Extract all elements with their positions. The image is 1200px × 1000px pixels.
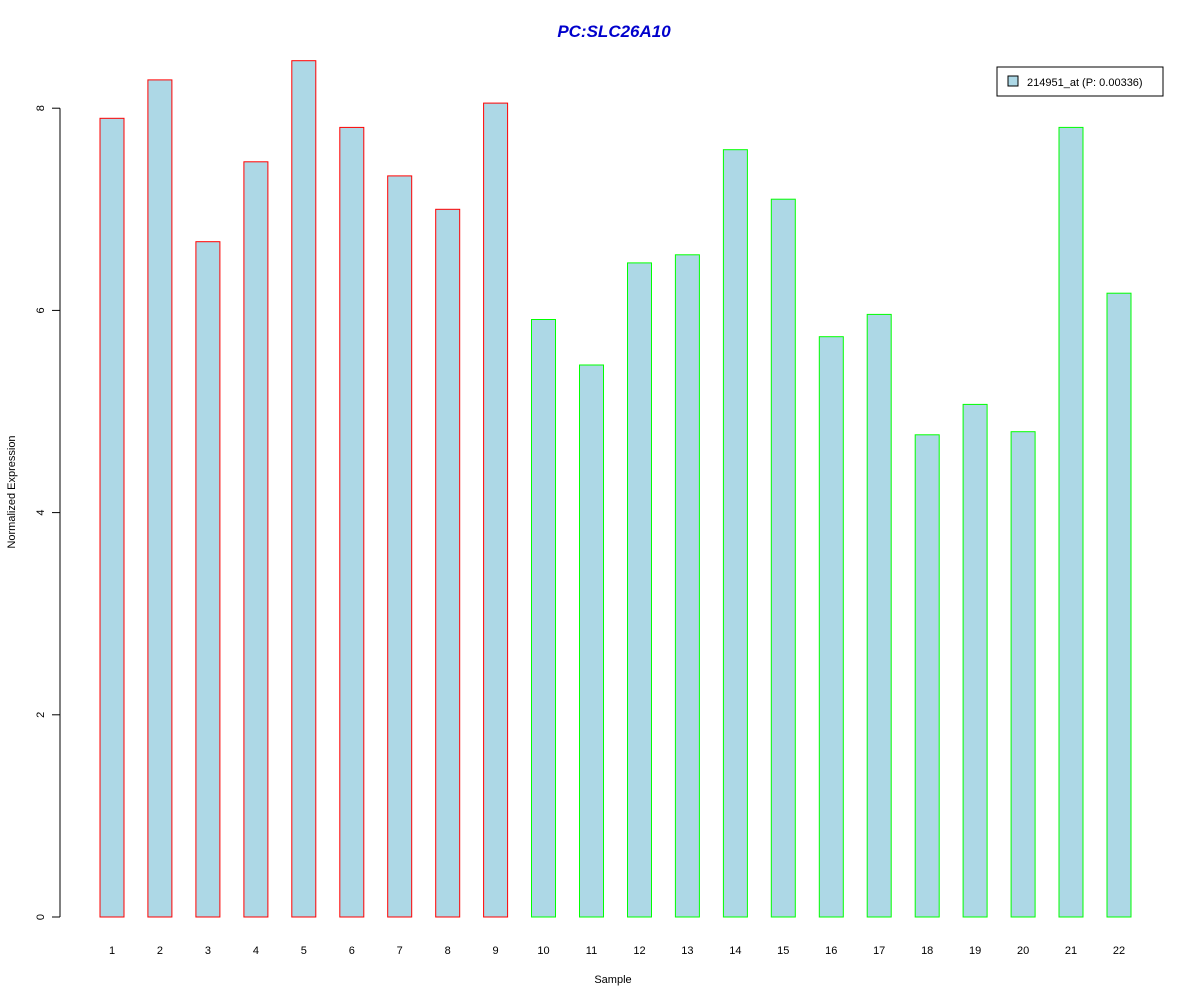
legend-swatch [1007,75,1019,87]
bar-sample-22 [1106,292,1132,918]
bar-sample-2 [147,79,173,918]
y-tick-label: 0 [35,914,47,920]
x-axis-label: Sample [594,974,631,986]
x-tick-label: 17 [873,945,885,957]
x-tick-label: 14 [729,945,741,957]
legend: 214951_at (P: 0.00336) [996,66,1164,97]
y-axis: 0 2 4 6 8 [35,105,61,920]
bar-sample-14 [722,149,748,918]
bar-sample-18 [914,434,940,918]
y-axis-label: Normalized Expression [6,435,18,548]
bar-sample-21 [1058,126,1084,918]
x-tick-label: 6 [349,945,355,957]
x-tick-label: 22 [1113,945,1125,957]
x-tick-label: 11 [586,945,597,957]
x-tick-label: 2 [157,945,163,957]
x-tick-label: 5 [301,945,307,957]
bar-sample-6 [339,126,365,918]
x-tick-label: 16 [825,945,837,957]
bar-sample-7 [387,175,413,918]
x-tick-label: 10 [537,945,549,957]
y-tick-label: 2 [35,712,47,718]
x-tick-label: 7 [397,945,403,957]
x-tick-label: 4 [253,945,259,957]
bar-sample-5 [291,60,317,918]
x-tick-label: 15 [777,945,789,957]
bar-sample-16 [818,336,844,918]
bar-sample-13 [674,254,700,918]
x-tick-labels: 1 2 3 4 5 6 7 8 9 10 11 12 13 14 15 16 17 18 19 20 21 22 [109,945,1125,957]
bar-sample-3 [195,241,221,918]
x-tick-label: 21 [1065,945,1077,957]
bars [99,60,1132,918]
bar-sample-12 [627,262,652,918]
y-tick-label: 8 [35,105,47,111]
x-tick-label: 9 [493,945,499,957]
bar-sample-9 [483,102,509,918]
bar-sample-19 [962,403,988,918]
bar-sample-11 [579,364,604,918]
x-tick-label: 3 [205,945,211,957]
legend-entry: 214951_at (P: 0.00336) [1027,77,1143,89]
bar-sample-15 [770,198,796,918]
x-tick-label: 19 [969,945,981,957]
y-tick-label: 6 [35,307,47,313]
x-tick-label: 20 [1017,945,1029,957]
bar-sample-4 [243,161,269,918]
x-tick-label: 12 [633,945,645,957]
x-tick-label: 1 [109,945,115,957]
bar-sample-17 [866,313,892,918]
y-tick-label: 4 [35,510,47,516]
bar-sample-1 [99,117,125,918]
chart-title: PC:SLC26A10 [557,22,671,41]
x-tick-label: 8 [445,945,451,957]
x-tick-label: 13 [681,945,693,957]
bar-sample-8 [435,208,461,918]
legend-box [996,66,1164,97]
bar-sample-20 [1010,431,1036,918]
bar-sample-10 [531,319,556,918]
x-tick-label: 18 [921,945,933,957]
